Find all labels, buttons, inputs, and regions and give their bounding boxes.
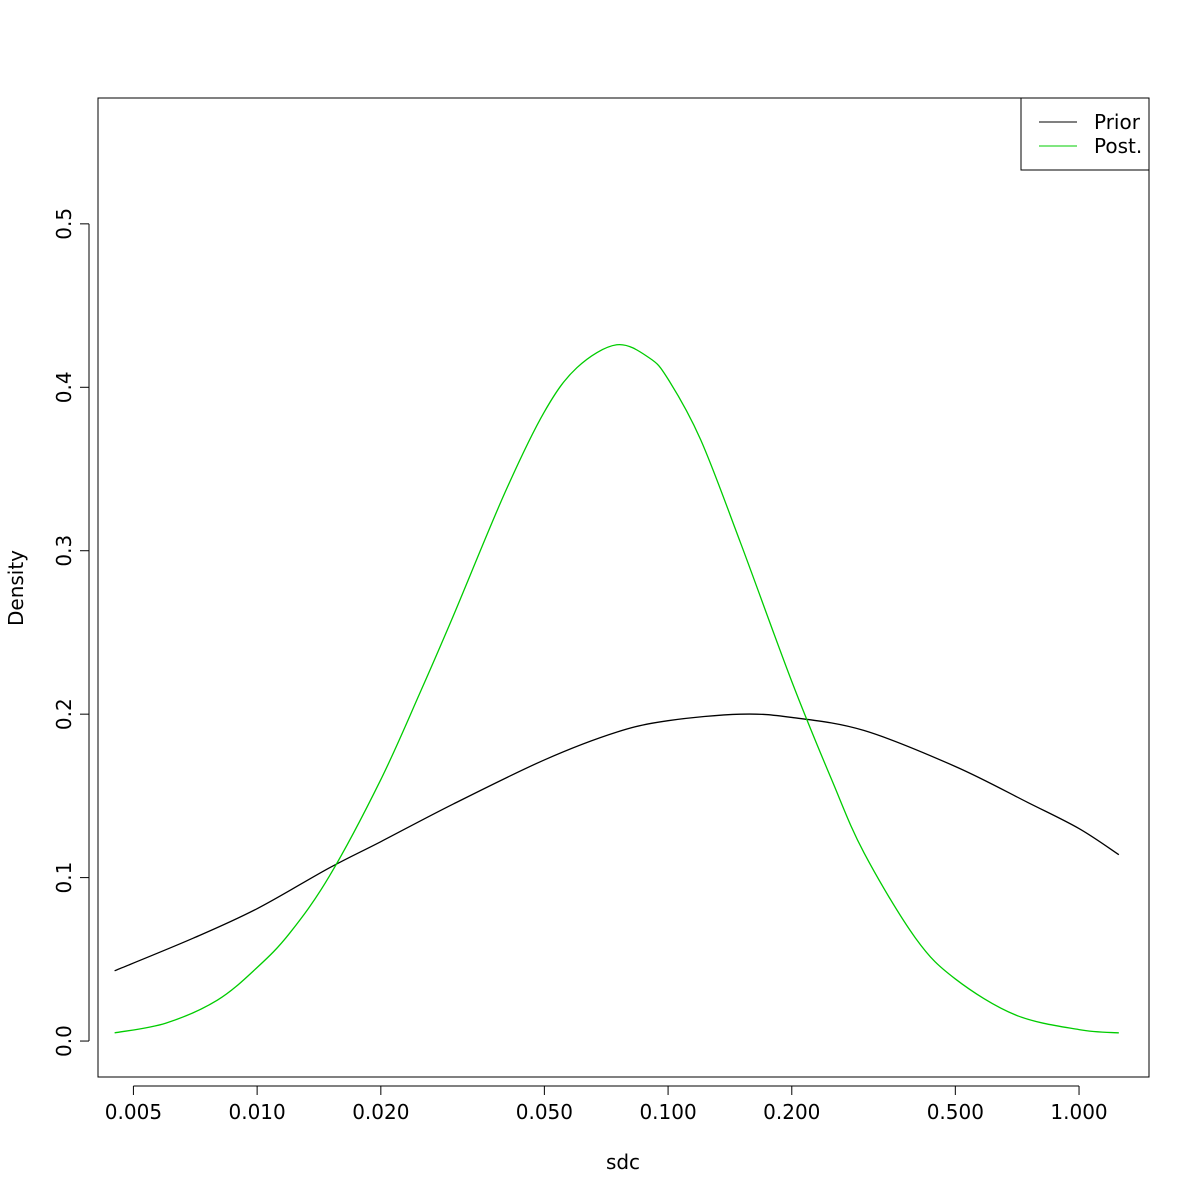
series-layer <box>114 343 1120 1034</box>
y-tick-label: 0.5 <box>52 208 76 240</box>
series-line-prior <box>114 713 1120 972</box>
x-tick-label: 0.200 <box>763 1100 820 1124</box>
x-axis-label: sdc <box>606 1150 640 1174</box>
y-tick-label: 0.2 <box>52 698 76 730</box>
plot-frame <box>97 97 1150 1078</box>
x-tick-label: 1.000 <box>1050 1100 1107 1124</box>
legend: Prior Post. <box>1020 97 1150 171</box>
y-tick-label: 0.1 <box>52 862 76 894</box>
legend-label-post: Post. <box>1094 134 1142 158</box>
legend-box <box>1020 97 1150 171</box>
x-tick-label: 0.500 <box>927 1100 984 1124</box>
series-line-post <box>114 343 1119 1034</box>
y-tick-label: 0.3 <box>52 535 76 567</box>
x-axis: 0.005 0.010 0.020 0.050 0.100 0.200 0.500 1.000 <box>105 1085 1108 1124</box>
legend-label-prior: Prior <box>1094 110 1141 134</box>
x-tick-label: 0.005 <box>105 1100 162 1124</box>
x-tick-label: 0.010 <box>228 1100 285 1124</box>
x-tick-label: 0.020 <box>352 1100 409 1124</box>
y-tick-label: 0.0 <box>52 1025 76 1057</box>
x-tick-label: 0.100 <box>639 1100 696 1124</box>
y-axis: 0.0 0.1 0.2 0.3 0.4 0.5 <box>52 208 90 1057</box>
x-tick-label: 0.050 <box>516 1100 573 1124</box>
y-axis-label: Density <box>4 550 28 626</box>
y-tick-label: 0.4 <box>52 371 76 403</box>
